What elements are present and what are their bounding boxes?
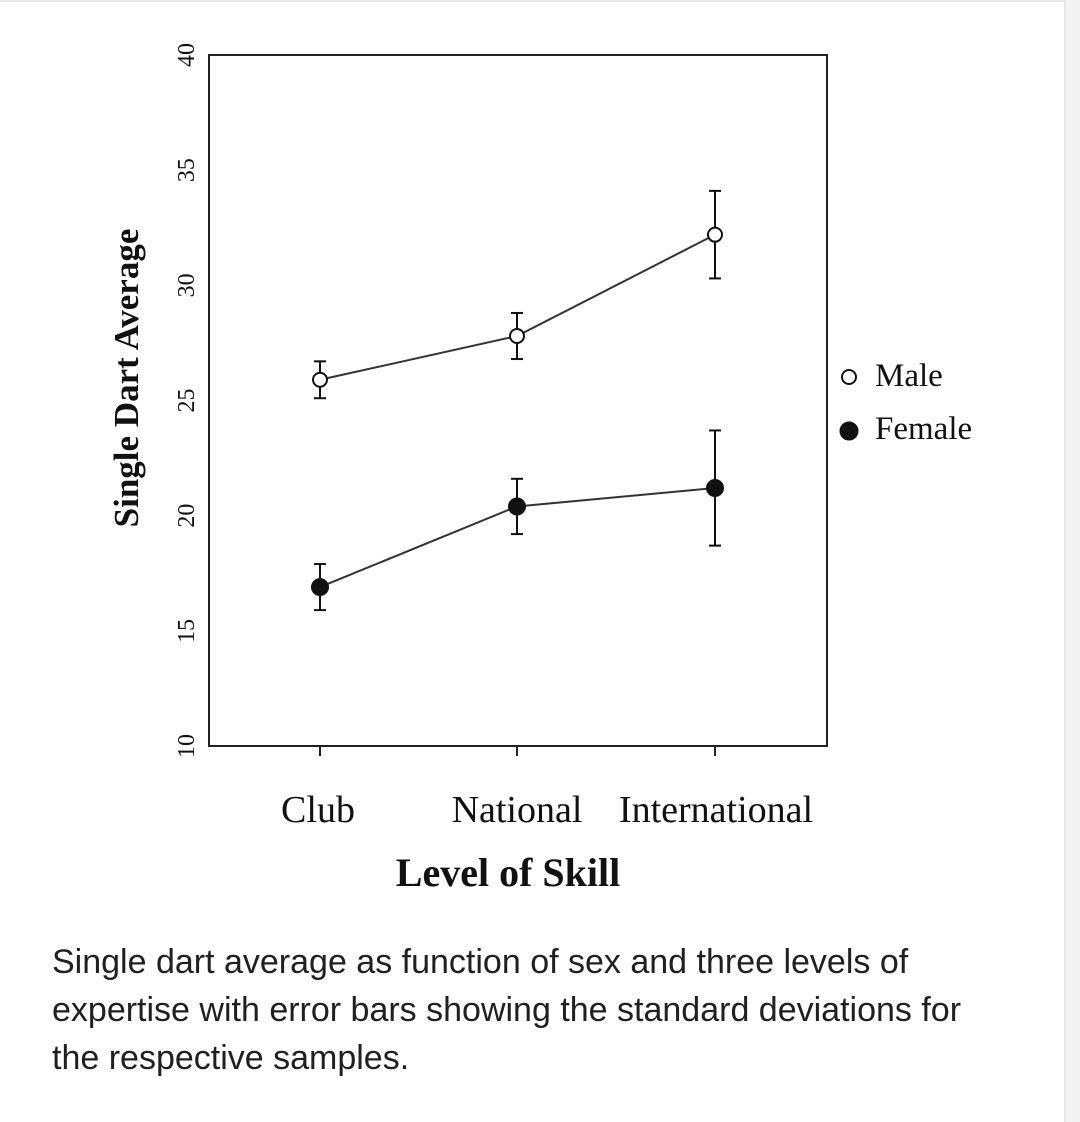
data-point-female-international (706, 479, 724, 498)
y-tick-label-15: 15 (174, 619, 200, 643)
y-tick-label-35: 35 (174, 158, 200, 182)
line-chart: Single Dart Average Level of Skill 10 15 2… (107, 43, 972, 895)
page-side-strip (1066, 0, 1080, 1122)
legend-label-male: Male (875, 358, 943, 394)
x-axis-ticks: Club National International (281, 746, 813, 831)
series-male (312, 189, 723, 400)
y-tick-label-25: 25 (174, 389, 200, 413)
legend-label-female: Female (875, 411, 972, 447)
data-point-male-international (707, 226, 723, 243)
x-tick-label-national: National (452, 789, 583, 831)
data-point-male-club (312, 371, 328, 388)
data-point-female-club (311, 578, 329, 597)
y-axis-label: Single Dart Average (107, 229, 146, 528)
series-female (311, 429, 724, 612)
data-point-female-national (508, 497, 526, 516)
series-layer (311, 189, 724, 612)
y-tick-label-30: 30 (174, 273, 200, 297)
y-tick-label-10: 10 (174, 734, 200, 758)
y-axis-ticks: 10 15 20 25 30 35 40 (174, 43, 200, 758)
x-tick-label-club: Club (281, 789, 355, 831)
y-tick-label-20: 20 (174, 504, 200, 528)
legend-entry-male: Male (841, 358, 943, 394)
data-point-male-national (509, 328, 525, 345)
figure-caption: Single dart average as function of sex a… (52, 943, 962, 1077)
legend-marker-male (841, 369, 857, 385)
x-axis-label: Level of Skill (396, 850, 620, 895)
y-tick-label-40: 40 (174, 43, 200, 67)
x-tick-label-international: International (619, 789, 813, 831)
legend: Male Female (839, 358, 972, 447)
plot-frame (208, 54, 828, 747)
legend-entry-female: Female (839, 411, 972, 447)
legend-marker-female (839, 421, 859, 441)
